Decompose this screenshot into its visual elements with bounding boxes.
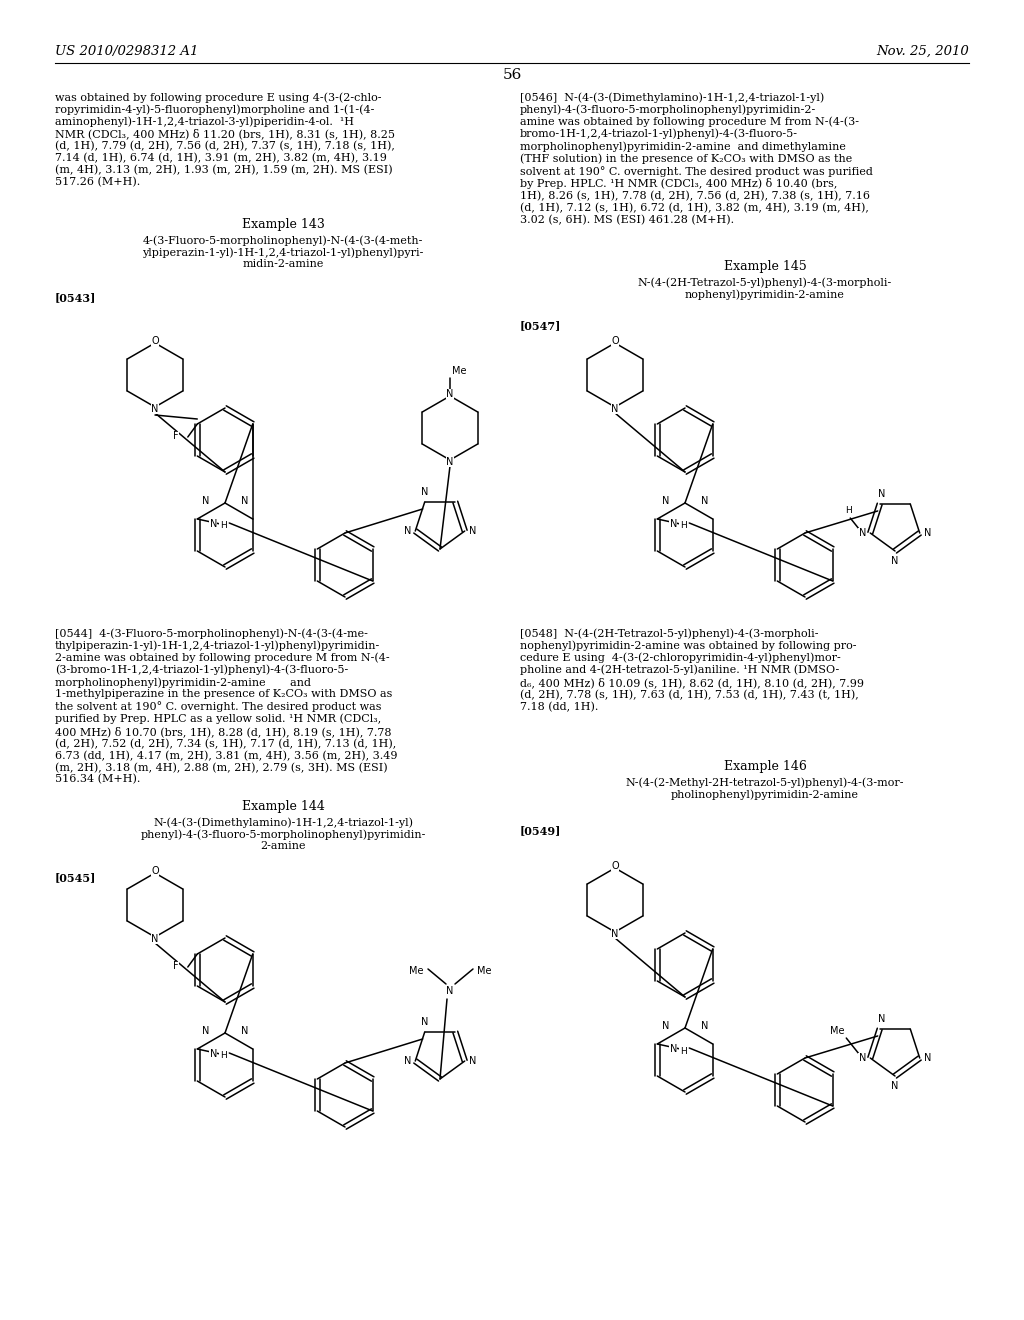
Text: H: H [680,1047,687,1056]
Text: F: F [173,432,178,441]
Text: Example 145: Example 145 [724,260,806,273]
Text: O: O [152,866,159,876]
Text: N: N [858,528,866,539]
Text: Nov. 25, 2010: Nov. 25, 2010 [877,45,969,58]
Text: US 2010/0298312 A1: US 2010/0298312 A1 [55,45,199,58]
Text: N: N [421,487,428,496]
Text: Me: Me [477,966,492,975]
Text: N: N [210,519,217,529]
Text: O: O [152,337,159,346]
Text: Me: Me [410,966,424,975]
Text: N: N [878,488,886,499]
Text: N: N [469,1056,476,1067]
Text: H: H [680,521,687,531]
Text: Example 144: Example 144 [242,800,325,813]
Text: N: N [858,1053,866,1063]
Text: N: N [663,1020,670,1031]
Text: N: N [241,496,248,506]
Text: N: N [611,404,618,414]
Text: N: N [924,528,932,539]
Text: N: N [202,1026,210,1036]
Text: N: N [611,929,618,939]
Text: N: N [700,1020,708,1031]
Text: N-(4-(2H-Tetrazol-5-yl)phenyl)-4-(3-morpholi-
nophenyl)pyrimidin-2-amine: N-(4-(2H-Tetrazol-5-yl)phenyl)-4-(3-morp… [638,277,892,300]
Text: N: N [152,404,159,414]
Text: N: N [469,527,476,536]
Text: 56: 56 [503,69,521,82]
Text: Me: Me [452,366,467,376]
Text: Me: Me [829,1026,844,1036]
Text: [0548]  N-(4-(2H-Tetrazol-5-yl)phenyl)-4-(3-morpholi-
nophenyl)pyrimidin-2-amine: [0548] N-(4-(2H-Tetrazol-5-yl)phenyl)-4-… [520,628,864,711]
Text: N: N [878,1014,886,1024]
Text: N: N [403,527,411,536]
Text: N: N [403,1056,411,1067]
Text: [0544]  4-(3-Fluoro-5-morpholinophenyl)-N-(4-(3-(4-me-
thylpiperazin-1-yl)-1H-1,: [0544] 4-(3-Fluoro-5-morpholinophenyl)-N… [55,628,397,784]
Text: N: N [670,1044,677,1053]
Text: H: H [220,521,226,531]
Text: [0547]: [0547] [520,319,561,331]
Text: F: F [173,961,178,972]
Text: H: H [845,506,852,515]
Text: N: N [446,389,454,399]
Text: N: N [663,496,670,506]
Text: [0549]: [0549] [520,825,561,836]
Text: was obtained by following procedure E using 4-(3-(2-chlo-
ropyrimidin-4-yl)-5-fl: was obtained by following procedure E us… [55,92,395,187]
Text: N-(4-(2-Methyl-2H-tetrazol-5-yl)phenyl)-4-(3-mor-
pholinophenyl)pyrimidin-2-amin: N-(4-(2-Methyl-2H-tetrazol-5-yl)phenyl)-… [626,777,904,800]
Text: N: N [421,1016,428,1027]
Text: N: N [202,496,210,506]
Text: Example 143: Example 143 [242,218,325,231]
Text: N-(4-(3-(Dimethylamino)-1H-1,2,4-triazol-1-yl)
phenyl)-4-(3-fluoro-5-morpholinop: N-(4-(3-(Dimethylamino)-1H-1,2,4-triazol… [140,817,426,851]
Text: N: N [670,519,677,529]
Text: N: N [210,1049,217,1059]
Text: N: N [700,496,708,506]
Text: N: N [152,935,159,944]
Text: N: N [241,1026,248,1036]
Text: H: H [220,1052,226,1060]
Text: N: N [891,1081,899,1092]
Text: N: N [891,556,899,566]
Text: O: O [611,337,618,346]
Text: N: N [446,457,454,467]
Text: 4-(3-Fluoro-5-morpholinophenyl)-N-(4-(3-(4-meth-
ylpiperazin-1-yl)-1H-1,2,4-tria: 4-(3-Fluoro-5-morpholinophenyl)-N-(4-(3-… [142,235,424,269]
Text: N: N [924,1053,932,1063]
Text: Example 146: Example 146 [724,760,807,774]
Text: N: N [446,986,454,997]
Text: [0545]: [0545] [55,873,96,883]
Text: [0546]  N-(4-(3-(Dimethylamino)-1H-1,2,4-triazol-1-yl)
phenyl)-4-(3-fluoro-5-mor: [0546] N-(4-(3-(Dimethylamino)-1H-1,2,4-… [520,92,872,226]
Text: O: O [611,861,618,871]
Text: [0543]: [0543] [55,292,96,304]
